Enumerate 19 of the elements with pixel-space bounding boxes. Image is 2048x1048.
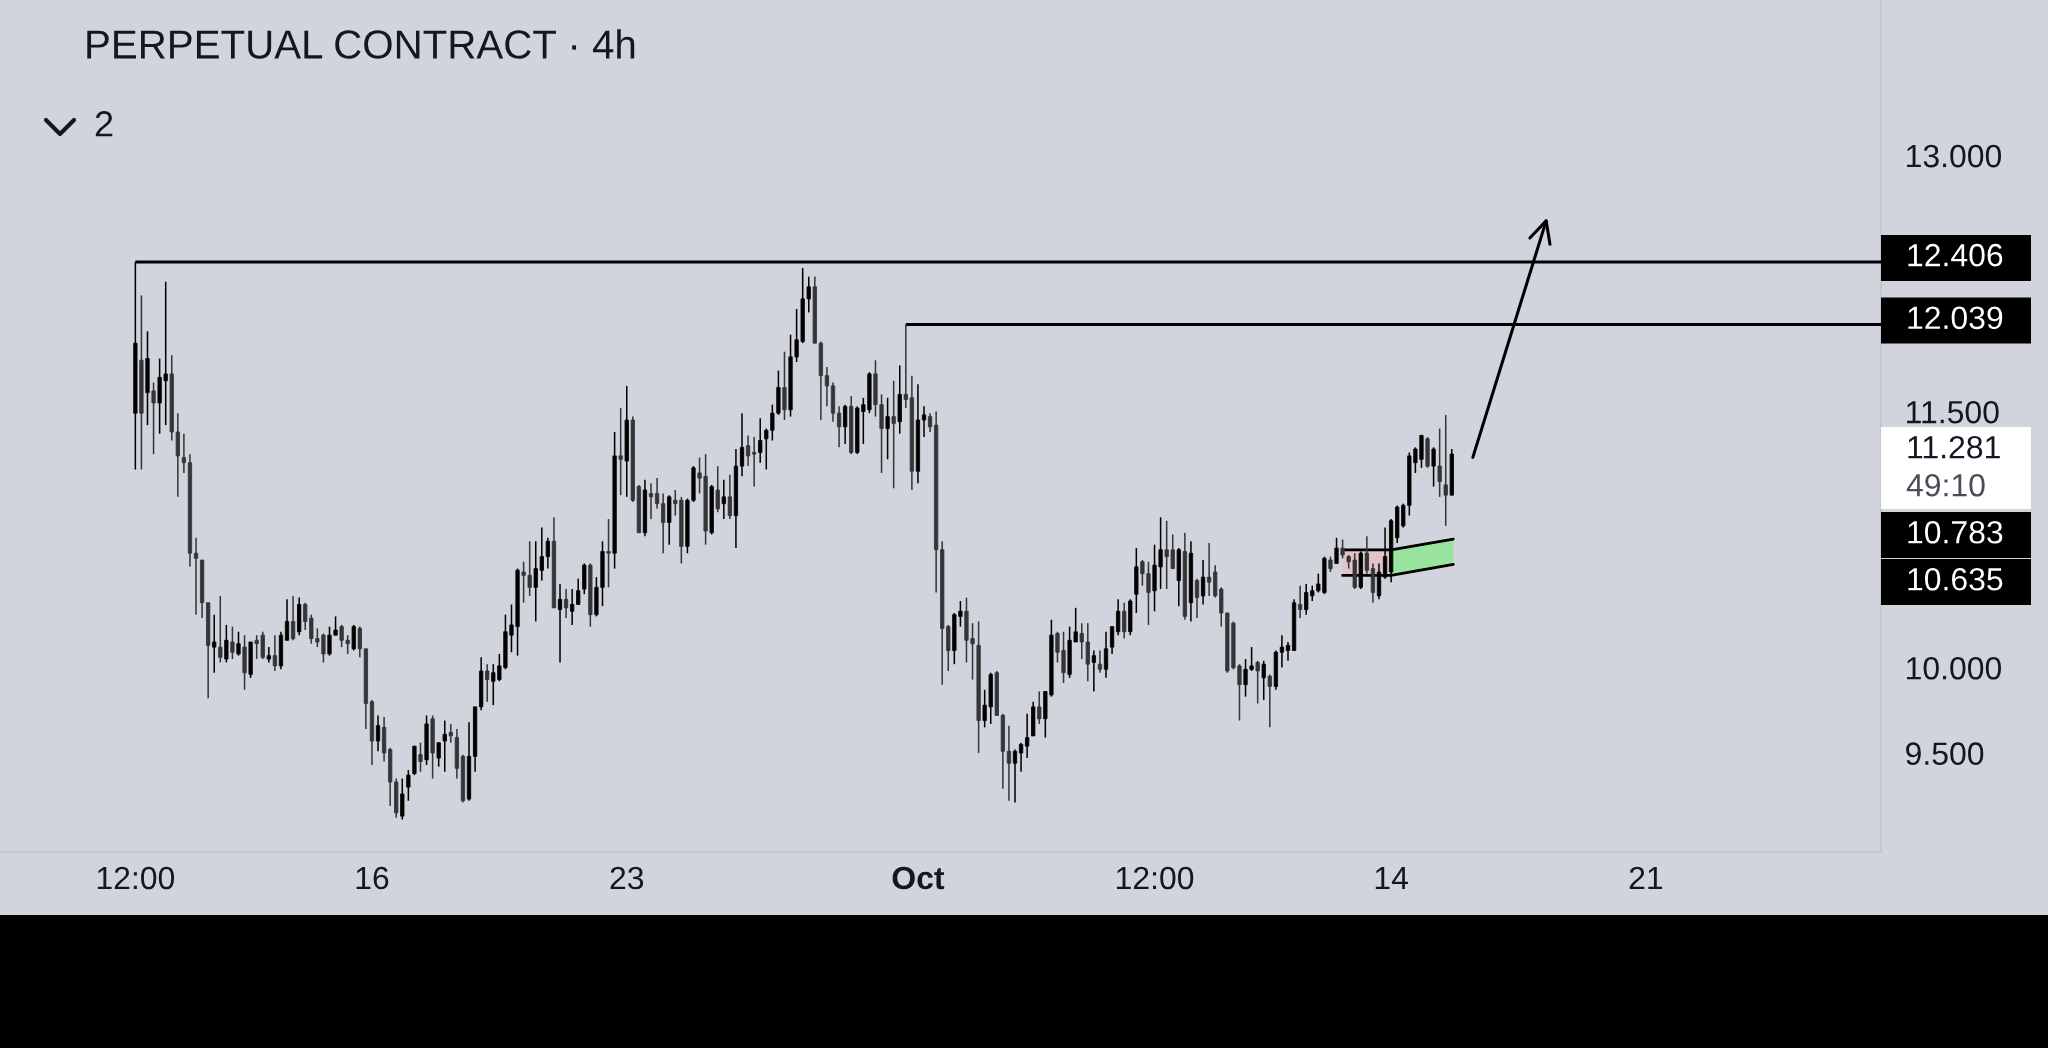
ref-line-label: 12.039: [1908, 306, 2003, 330]
text: PERPETUAL CONTRACT · 4h: [87, 29, 635, 59]
x-tick-label: 12:00: [1117, 866, 1194, 890]
y-tick-label: 11.500: [1907, 400, 1999, 424]
ref-line-label: 12.406: [1908, 243, 2003, 267]
text: 11.281: [1908, 435, 2000, 459]
text: 10.635: [1908, 567, 2003, 591]
text: 49:10: [1906, 473, 1985, 497]
x-tick-label: 16: [356, 866, 389, 890]
y-tick-label: 9.500: [1906, 742, 1984, 765]
x-tick-label: Oct: [892, 866, 945, 890]
y-tick-label: 10.000: [1907, 656, 2002, 680]
annotation: 2: [95, 111, 113, 137]
x-tick-label: 23: [610, 866, 644, 890]
text: 10.783: [1908, 520, 2003, 544]
x-tick-label: 14: [1375, 867, 1408, 890]
x-tick-label: 21: [1629, 866, 1663, 890]
x-tick-label: 12:00: [97, 866, 175, 890]
y-tick-label: 13.000: [1907, 144, 2002, 168]
